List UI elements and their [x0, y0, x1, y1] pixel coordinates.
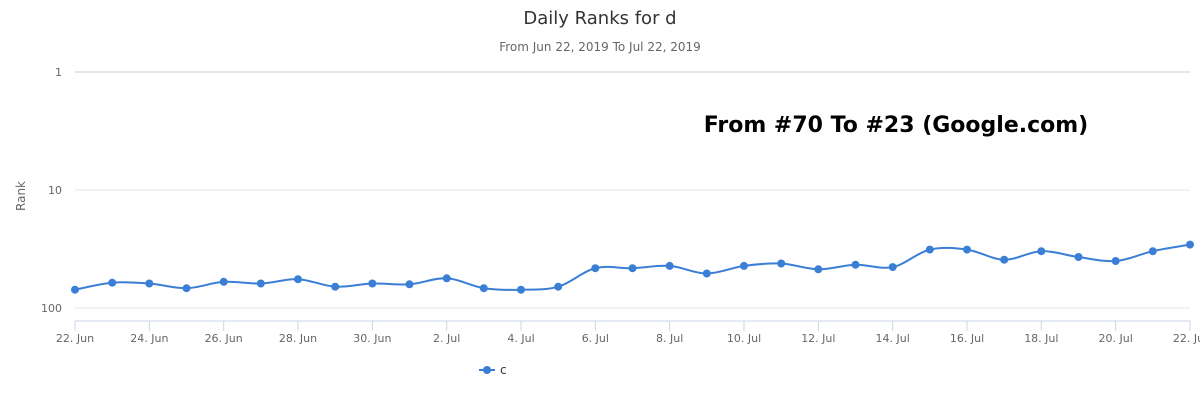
data-point[interactable] — [1186, 240, 1194, 249]
x-tick-label: 20. Jul — [1099, 332, 1133, 345]
rank-change-annotation: From #70 To #23 (Google.com) — [704, 113, 1088, 138]
data-point[interactable] — [145, 279, 154, 288]
data-point[interactable] — [517, 285, 525, 294]
data-point[interactable] — [1111, 257, 1120, 265]
x-tick-label: 14. Jul — [876, 332, 910, 345]
y-axis-ticks: 1 10 100 — [41, 66, 62, 315]
data-point[interactable] — [1148, 247, 1157, 256]
data-point[interactable] — [554, 282, 563, 291]
data-point[interactable] — [777, 259, 786, 268]
x-tick-label: 2. Jul — [433, 332, 460, 345]
x-tick-label: 24. Jun — [130, 332, 168, 345]
x-tick-label: 22. Jul — [1173, 332, 1200, 345]
data-point[interactable] — [740, 261, 748, 270]
x-tick-label: 8. Jul — [656, 332, 683, 345]
data-point[interactable] — [702, 269, 711, 278]
data-point[interactable] — [442, 274, 451, 283]
x-tick-label: 6. Jul — [582, 332, 609, 345]
chart-title: Daily Ranks for d — [523, 8, 676, 29]
series-group — [71, 240, 1194, 294]
x-tick-label: 18. Jul — [1024, 332, 1058, 345]
data-point[interactable] — [219, 277, 228, 286]
data-point[interactable] — [925, 245, 934, 254]
x-tick-label: 16. Jul — [950, 332, 984, 345]
data-point[interactable] — [628, 264, 637, 273]
legend-marker — [483, 366, 491, 374]
x-tick-label: 10. Jul — [727, 332, 761, 345]
y-tick-label: 100 — [41, 302, 62, 315]
legend[interactable]: c — [479, 363, 507, 377]
chart-subtitle: From Jun 22, 2019 To Jul 22, 2019 — [499, 40, 701, 54]
data-point[interactable] — [182, 284, 191, 293]
x-tick-label: 4. Jul — [507, 332, 534, 345]
data-point[interactable] — [888, 263, 897, 272]
grid-lines — [75, 71, 1190, 309]
data-point[interactable] — [368, 279, 377, 288]
data-point[interactable] — [71, 285, 79, 294]
data-point[interactable] — [665, 261, 674, 270]
data-point[interactable] — [1000, 255, 1009, 264]
data-point[interactable] — [1074, 253, 1083, 261]
data-point[interactable] — [479, 284, 488, 293]
y-tick-label: 10 — [48, 184, 62, 197]
x-tick-label: 26. Jun — [205, 332, 243, 345]
y-axis-label: Rank — [14, 181, 28, 211]
data-point[interactable] — [331, 282, 340, 291]
data-point[interactable] — [1037, 247, 1046, 256]
data-point[interactable] — [256, 279, 265, 288]
data-point[interactable] — [405, 280, 414, 289]
x-tick-label: 22. Jun — [56, 332, 94, 345]
x-axis: 22. Jun 24. Jun 26. Jun 28. Jun 30. Jun 2. Ju… — [56, 320, 1200, 345]
data-point[interactable] — [963, 245, 971, 254]
data-point[interactable] — [814, 265, 823, 274]
data-point[interactable] — [851, 260, 860, 269]
x-tick-label: 28. Jun — [279, 332, 317, 345]
data-point[interactable] — [108, 278, 117, 287]
x-tick-label: 30. Jun — [353, 332, 391, 345]
x-tick-label: 12. Jul — [801, 332, 835, 345]
data-point[interactable] — [294, 275, 302, 284]
data-point[interactable] — [591, 264, 600, 273]
y-tick-label: 1 — [55, 66, 62, 79]
legend-label[interactable]: c — [500, 363, 507, 377]
